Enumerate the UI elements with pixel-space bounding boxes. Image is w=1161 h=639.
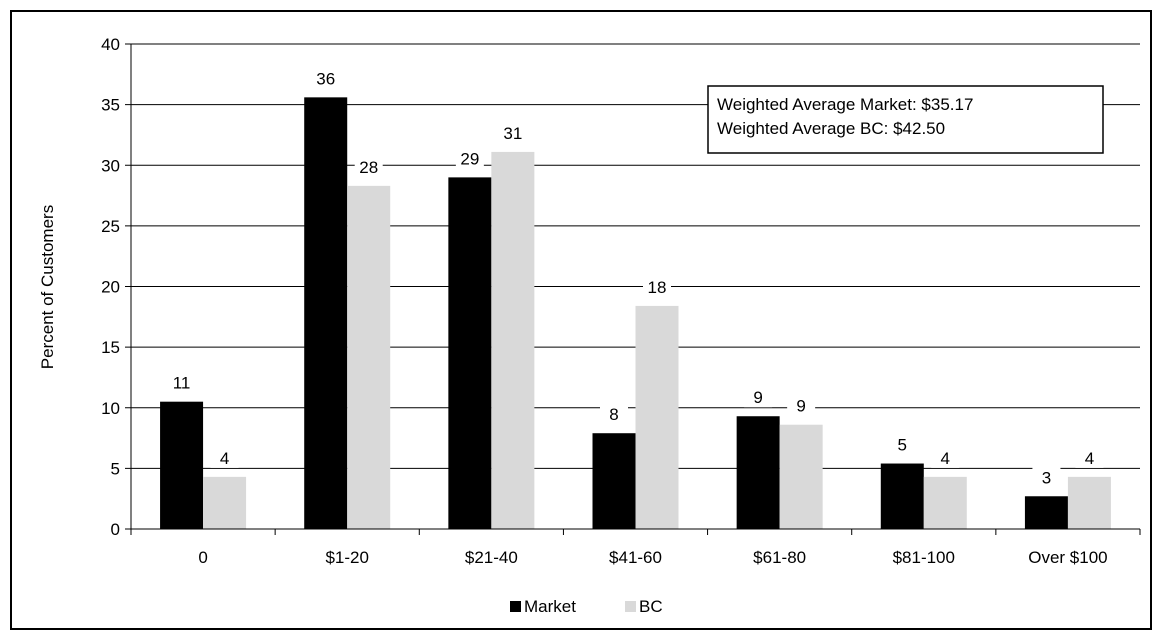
bar-bc-3 (635, 305, 679, 529)
bar-market-6 (1024, 496, 1068, 529)
legend-swatch-market (510, 601, 521, 612)
y-tick-label: 5 (111, 459, 120, 478)
data-label-bg (1032, 467, 1061, 488)
y-tick-label: 0 (111, 520, 120, 539)
legend-swatch-bc (625, 601, 636, 612)
data-label-market-6: 3 (1042, 468, 1051, 487)
y-tick-label: 15 (101, 338, 120, 357)
y-tick-label: 20 (101, 278, 120, 297)
x-tick-label: $1-20 (325, 548, 368, 567)
data-label-market-3: 8 (609, 405, 618, 424)
data-label-bg (931, 447, 960, 468)
y-tick-label: 30 (101, 156, 120, 175)
data-label-bg (1075, 447, 1104, 468)
y-tick-label: 25 (101, 217, 120, 236)
data-label-bg (888, 434, 917, 455)
x-tick-label: $61-80 (753, 548, 806, 567)
data-labels: 11 36 29 8 9 5 3 4 28 31 18 9 4 4 (167, 68, 1104, 488)
y-tick-label: 35 (101, 96, 120, 115)
x-tick-label: Over $100 (1028, 548, 1107, 567)
data-label-market-0: 11 (173, 374, 191, 393)
data-label-market-5: 5 (898, 436, 907, 455)
x-tick-label: 0 (198, 548, 207, 567)
data-label-bc-3: 18 (648, 278, 667, 297)
data-label-bc-5: 4 (941, 449, 950, 468)
bar-bc-4 (779, 424, 823, 529)
legend-label-market: Market (524, 597, 576, 616)
bars (160, 97, 1111, 530)
data-label-market-4: 9 (753, 388, 762, 407)
data-label-bg (600, 404, 628, 425)
weighted-average-annotation: Weighted Average Market: $35.17 Weighted… (707, 85, 1104, 154)
data-label-bc-6: 4 (1085, 449, 1094, 468)
bar-market-4 (736, 416, 780, 529)
bar-market-0 (160, 401, 204, 529)
data-label-market-2: 29 (460, 149, 479, 168)
data-label-bc-4: 9 (796, 397, 805, 416)
bar-market-2 (448, 177, 492, 529)
bar-market-3 (592, 433, 636, 529)
y-tick-labels: 0 5 10 15 20 25 30 35 40 (101, 35, 131, 539)
data-label-bg (643, 276, 671, 297)
data-label-bc-1: 28 (359, 158, 378, 177)
annotation-line-market: Weighted Average Market: $35.17 (717, 95, 973, 114)
y-tick-label: 10 (101, 399, 120, 418)
data-label-bg (167, 372, 196, 393)
bar-bc-6 (1067, 476, 1111, 529)
bar-market-5 (880, 463, 924, 529)
data-label-bg (455, 148, 484, 169)
x-tick-label: $41-60 (609, 548, 662, 567)
data-label-bg (787, 395, 816, 416)
bar-market-1 (304, 97, 348, 529)
annotation-line-bc: Weighted Average BC: $42.50 (717, 119, 945, 138)
data-label-market-1: 36 (316, 69, 335, 88)
x-tick-label: $21-40 (465, 548, 518, 567)
bar-bc-5 (923, 476, 967, 529)
legend-label-bc: BC (639, 597, 663, 616)
data-label-bg (744, 387, 773, 408)
y-tick-label: 40 (101, 35, 120, 54)
bar-bc-1 (347, 185, 391, 530)
x-tick-labels: 0 $1-20 $21-40 $41-60 $61-80 $81-100 Over $100 (130, 529, 1141, 567)
data-label-bg (354, 156, 383, 177)
data-label-bc-2: 31 (503, 124, 522, 143)
annotation-border (707, 85, 1104, 154)
bar-bc-2 (491, 151, 535, 529)
legend: Market BC (510, 597, 663, 616)
x-tick-label: $81-100 (893, 548, 955, 567)
data-label-bg (311, 68, 340, 89)
data-label-bc-0: 4 (220, 449, 229, 468)
y-axis-title: Percent of Customers (38, 205, 57, 369)
data-label-bg (210, 447, 239, 468)
bar-bc-0 (203, 476, 247, 529)
data-label-bg (498, 122, 527, 143)
